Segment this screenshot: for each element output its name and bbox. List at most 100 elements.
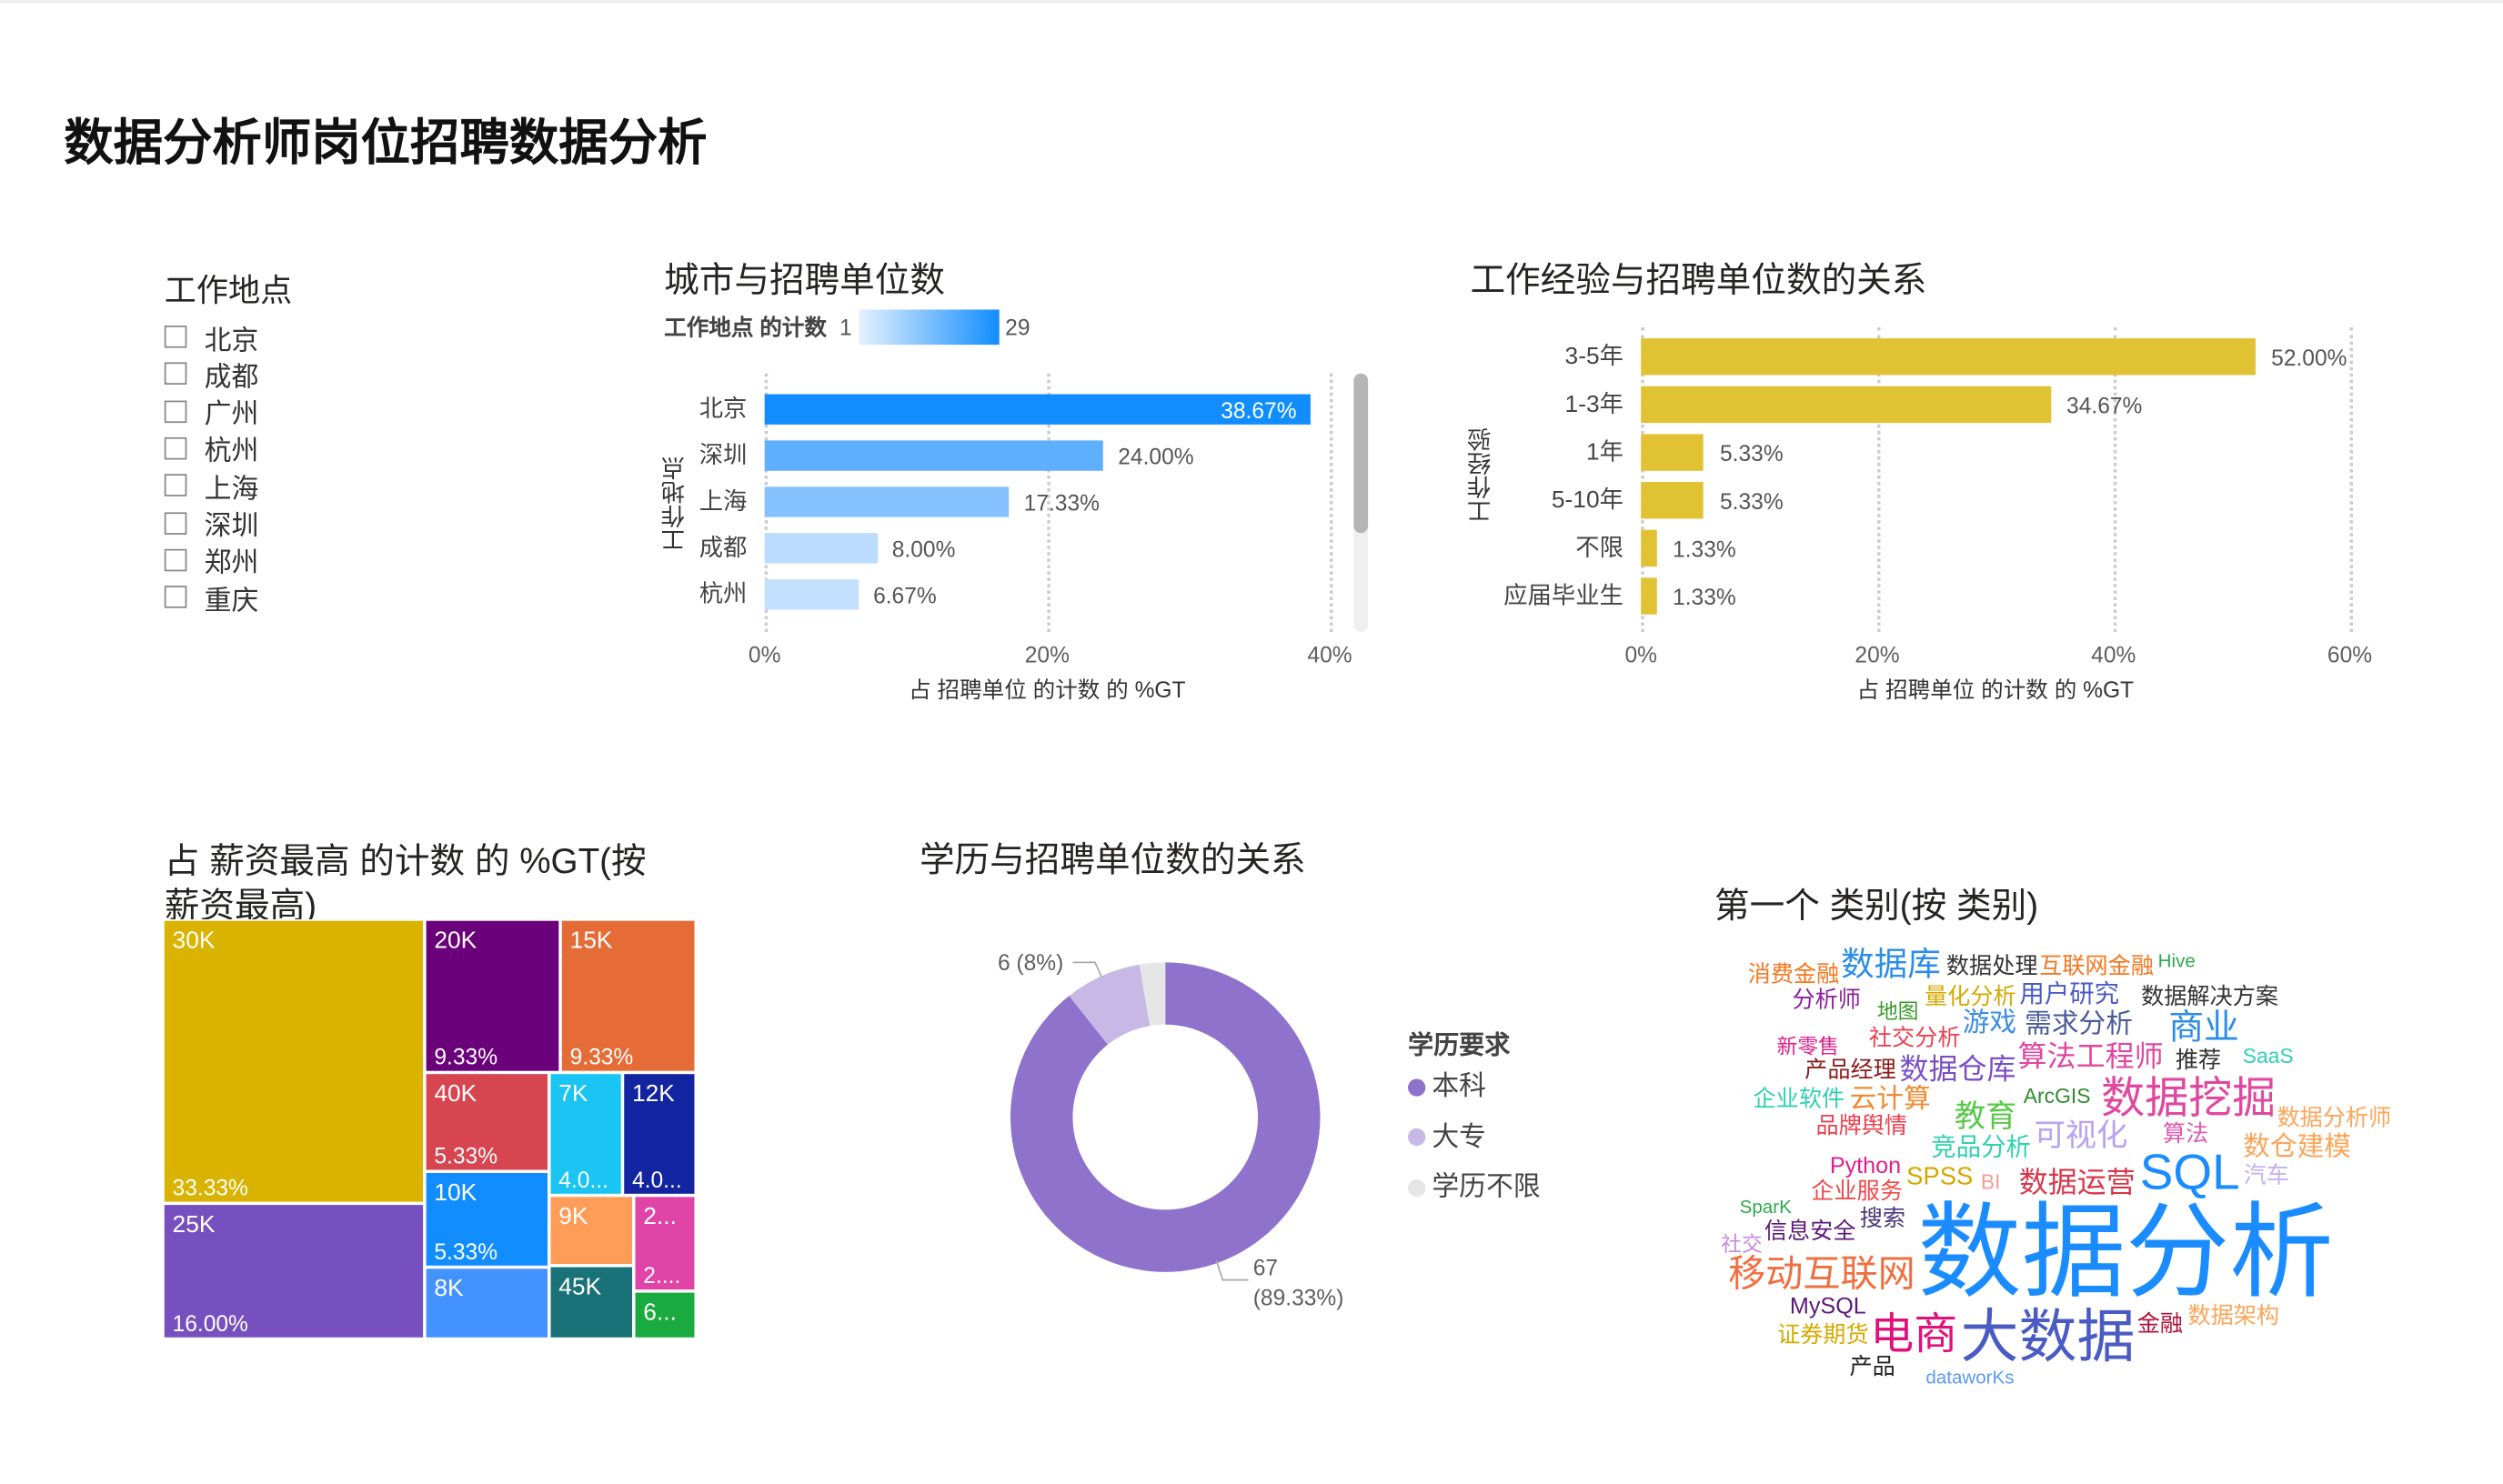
treemap-cell[interactable]: 25K 16.00% [164,1205,424,1338]
treemap-cell[interactable]: 40K 5.33% [426,1074,548,1170]
word-cloud-word[interactable]: 算法工程师 [2017,1039,2164,1074]
slicer-item[interactable]: 广州 [164,396,258,429]
bar[interactable] [764,579,859,610]
word-cloud-word[interactable]: 证券期货 [1776,1323,1869,1349]
word-cloud-word[interactable]: 算法 [2162,1121,2209,1148]
word-cloud-word[interactable]: 数据分析 [1917,1194,2334,1311]
word-cloud-word[interactable]: 数据仓库 [1899,1051,2016,1086]
word-cloud-word[interactable]: 量化分析 [1925,985,2016,1011]
word-cloud-word[interactable]: 企业软件 [1753,1087,1845,1113]
scrollbar-thumb[interactable] [1353,373,1369,534]
word-cloud-word[interactable]: 数据解决方案 [2141,984,2279,1011]
bar[interactable] [764,394,1312,425]
legend-item[interactable]: 本科 [1407,1071,1486,1103]
word-cloud-word[interactable]: BI [1980,1170,2001,1195]
bar[interactable] [1641,434,1704,471]
bar[interactable] [764,533,878,564]
checkbox[interactable] [164,586,187,608]
checkbox[interactable] [164,436,187,460]
word-cloud-word[interactable]: SPSS [1906,1162,1974,1190]
scrollbar-track[interactable] [1353,373,1369,633]
word-cloud-word[interactable]: 用户研究 [2019,980,2120,1008]
slicer-item[interactable]: 成都 [164,358,258,392]
word-cloud-word[interactable]: SQL [2139,1144,2240,1200]
word-cloud-word[interactable]: 竞品分析 [1931,1134,2031,1162]
word-cloud-word[interactable]: 新零售 [1776,1034,1840,1059]
word-cloud-word[interactable]: 数据处理 [1945,954,2038,980]
word-cloud-word[interactable]: 信息安全 [1764,1219,1856,1246]
word-cloud-word[interactable]: 大数据 [1960,1303,2136,1369]
word-cloud-word[interactable]: 教育 [1954,1099,2017,1135]
word-cloud-word[interactable]: SparK [1739,1197,1792,1218]
word-cloud-word[interactable]: 移动互联网 [1728,1252,1915,1295]
word-cloud-word[interactable]: 数据运营 [2018,1164,2136,1198]
word-cloud-word[interactable]: 产品 [1849,1355,1895,1381]
word-cloud-word[interactable]: Python [1829,1154,1902,1180]
treemap-cell[interactable]: 10K 5.33% [426,1172,548,1266]
treemap-cell[interactable]: 7K 4.0... [550,1074,621,1194]
treemap-cell[interactable]: 20K 9.33% [426,920,559,1071]
bar[interactable] [1641,529,1657,567]
donut-slice[interactable] [1010,962,1321,1272]
word-cloud-word[interactable]: 社交分析 [1868,1027,1961,1053]
word-cloud-word[interactable]: SaaS [2242,1043,2294,1068]
word-cloud-word[interactable]: 数据分析师 [2277,1106,2392,1132]
slicer-item[interactable]: 郑州 [164,544,258,578]
word-cloud-word[interactable]: ArcGIS [2023,1083,2091,1108]
checkbox[interactable] [164,474,187,497]
word-cloud-word[interactable]: MySQL [1789,1294,1866,1320]
word-cloud-word[interactable]: 产品经理 [1804,1058,1896,1084]
word-cloud-word[interactable]: 汽车 [2243,1164,2290,1190]
word-cloud-word[interactable]: 分析师 [1792,987,1861,1013]
treemap-cell[interactable]: 12K 4.0... [624,1074,695,1194]
bar[interactable] [1641,577,1657,615]
legend-item[interactable]: 大专 [1407,1121,1486,1153]
checkbox[interactable] [164,399,187,423]
word-cloud-word[interactable]: dataworKs [1925,1368,2015,1389]
slicer-item[interactable]: 北京 [164,321,258,356]
slicer-item[interactable]: 上海 [164,469,258,504]
bar[interactable] [764,486,1010,517]
treemap-cell[interactable]: 9K [550,1197,633,1265]
checkbox[interactable] [164,362,187,386]
treemap-cell[interactable]: 2... 2.... [635,1197,695,1290]
word-cloud-word[interactable]: 数据架构 [2187,1304,2280,1330]
bar[interactable] [1641,386,2051,424]
treemap-cell[interactable]: 45K [550,1267,633,1338]
treemap-cell[interactable]: 6... [635,1292,695,1338]
word-cloud-word[interactable]: 品牌舆情 [1815,1113,1908,1139]
word-cloud-word[interactable]: 可视化 [2034,1118,2128,1154]
word-cloud-word[interactable]: 地图 [1876,999,1919,1024]
legend-item[interactable]: 学历不限 [1407,1171,1541,1203]
word-cloud-word[interactable]: 数据挖掘 [2101,1072,2277,1123]
word-cloud-word[interactable]: 金融 [2136,1311,2184,1338]
word-cloud-word[interactable]: 游戏 [1962,1008,2017,1038]
bar[interactable] [764,440,1104,471]
donut-slice[interactable] [1139,962,1166,1027]
word-cloud-word[interactable]: 云计算 [1849,1083,1931,1114]
checkbox[interactable] [164,511,187,535]
bar[interactable] [1641,482,1704,519]
word-cloud-word[interactable]: 电商 [1870,1309,1958,1359]
word-cloud-word[interactable]: 数仓建模 [2243,1130,2352,1161]
treemap-cell[interactable]: 15K 9.33% [561,920,695,1071]
word-cloud-word[interactable]: 社交 [1721,1231,1763,1256]
treemap-cell[interactable]: 30K 33.33% [164,920,424,1202]
slicer-item[interactable]: 杭州 [164,432,258,466]
word-cloud-word[interactable]: 消费金融 [1747,962,1840,988]
slicer-item[interactable]: 重庆 [164,581,258,616]
donut-slice[interactable] [1069,964,1151,1045]
word-cloud-word[interactable]: 搜索 [1859,1207,1906,1233]
treemap-cell[interactable]: 8K [426,1268,548,1338]
word-cloud-word[interactable]: 商业 [2168,1008,2239,1048]
word-cloud-word[interactable]: 数据库 [1841,946,1941,984]
word-cloud-word[interactable]: 推荐 [2175,1048,2222,1074]
checkbox[interactable] [164,548,187,571]
slicer-item[interactable]: 深圳 [164,506,258,541]
word-cloud-word[interactable]: 企业服务 [1811,1179,1903,1206]
word-cloud-word[interactable]: 互联网金融 [2039,954,2154,980]
word-cloud-word[interactable]: 需求分析 [2025,1008,2133,1039]
word-cloud-word[interactable]: Hive [2157,951,2196,973]
checkbox[interactable] [164,326,187,348]
bar[interactable] [1641,338,2256,376]
